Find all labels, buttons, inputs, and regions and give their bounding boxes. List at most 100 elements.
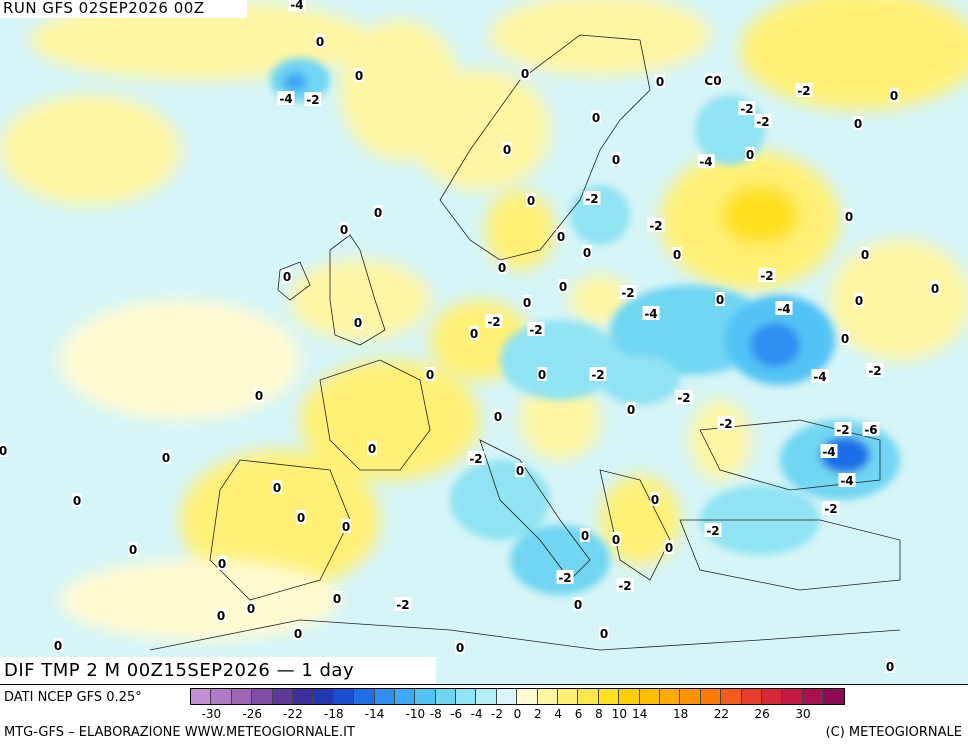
color-swatch (415, 689, 436, 704)
contour-label: 0 (128, 542, 138, 557)
color-swatch (374, 689, 395, 704)
contour-label-text: C0 (704, 74, 721, 88)
color-swatch (782, 689, 803, 704)
contour-label: -2 (704, 523, 722, 538)
contour-label: 0 (930, 281, 940, 296)
positive-anomaly-fields (0, 0, 968, 640)
run-title: RUN GFS 02SEP2026 00Z (0, 0, 247, 18)
contour-label: 0 (537, 367, 547, 382)
contour-label-text: -6 (864, 423, 877, 437)
contour-label-bg (853, 116, 863, 130)
contour-label: 0 (853, 116, 863, 131)
color-swatch (191, 689, 212, 704)
contour-label: 0 (573, 597, 583, 612)
scale-tick-label: 10 (611, 707, 628, 721)
contour-label-text: -4 (290, 0, 303, 12)
contour-label-bg (775, 301, 793, 315)
contour-label-text: 0 (600, 627, 608, 641)
contour-label-bg (315, 34, 325, 48)
contour-label-text: 0 (54, 639, 62, 653)
color-scale-bar (190, 688, 845, 705)
scale-tick-label: 22 (713, 707, 730, 721)
contour-label: 0 (216, 608, 226, 623)
contour-label: 0 (425, 367, 435, 382)
contour-label-bg (254, 388, 264, 402)
contour-label: 0 (315, 34, 325, 49)
contour-label: 0 (293, 626, 303, 641)
contour-label: 0 (246, 601, 256, 616)
contour-label-bg (497, 260, 507, 274)
contour-label-bg (522, 295, 532, 309)
contour-label: 0 (715, 292, 725, 307)
contour-label-text: 0 (673, 248, 681, 262)
contour-label-text: -4 (822, 445, 835, 459)
contour-label-text: 0 (297, 511, 305, 525)
contour-label-bg (296, 510, 306, 524)
contour-label-bg (611, 532, 621, 546)
contour-label-bg (580, 528, 590, 542)
contour-label-text: -2 (585, 192, 598, 206)
scale-tick-label: 2 (533, 707, 542, 721)
contour-label-text: 0 (273, 481, 281, 495)
contour-label-bg (822, 501, 840, 515)
contour-label: -2 (795, 83, 813, 98)
contour-label: -2 (717, 416, 735, 431)
contour-label: 0 (580, 528, 590, 543)
contour-label: 0 (558, 279, 568, 294)
contour-label: -2 (834, 422, 852, 437)
credits-right: (C) METEOGIORNALE (825, 725, 962, 740)
contour-label: 0 (854, 293, 864, 308)
contour-label-text: 0 (0, 444, 7, 458)
contour-label: 0 (353, 315, 363, 330)
contour-label-text: 0 (354, 316, 362, 330)
contour-label: 0 (672, 247, 682, 262)
contour-label-text: -4 (840, 474, 853, 488)
contour-label-text: 0 (592, 111, 600, 125)
contour-label-bg (664, 540, 674, 554)
contour-label-bg (558, 279, 568, 293)
contour-label-text: 0 (294, 627, 302, 641)
scale-tick-label: 6 (574, 707, 583, 721)
contour-label-bg (704, 73, 722, 87)
contour-label-bg (811, 369, 829, 383)
contour-label: 0 (745, 147, 755, 162)
contour-label-bg (537, 367, 547, 381)
contour-label-text: 0 (583, 246, 591, 260)
contour-label-text: 0 (627, 403, 635, 417)
contour-label: -4 (775, 301, 793, 316)
contour-label: 0 (626, 402, 636, 417)
contour-label-bg (527, 322, 545, 336)
color-swatch (517, 689, 538, 704)
contour-label-text: -2 (621, 286, 634, 300)
contour-label-text: 0 (426, 368, 434, 382)
color-swatch (354, 689, 375, 704)
contour-label-bg (930, 281, 940, 295)
color-swatch (578, 689, 599, 704)
contour-label-bg (583, 191, 601, 205)
contour-label: 0 (885, 659, 895, 674)
contour-label: 0 (367, 441, 377, 456)
contour-label-text: 0 (523, 296, 531, 310)
color-swatch (619, 689, 640, 704)
contour-label-bg (820, 444, 838, 458)
contour-label-text: 0 (470, 327, 478, 341)
contour-label-text: -2 (760, 269, 773, 283)
contour-label-bg (838, 473, 856, 487)
contour-label-text: 0 (217, 609, 225, 623)
contour-label-bg (889, 88, 899, 102)
color-swatch (537, 689, 559, 704)
contour-label: 0 (556, 229, 566, 244)
contour-label-text: 0 (283, 270, 291, 284)
contour-label-text: -2 (719, 417, 732, 431)
italy-coast (479, 439, 591, 581)
contour-label-text: -2 (529, 323, 542, 337)
contour-label-text: 0 (656, 75, 664, 89)
contour-label: -4 (642, 306, 660, 321)
contour-label: -4 (838, 473, 856, 488)
contour-label-text: 0 (333, 592, 341, 606)
contour-label-bg (339, 222, 349, 236)
contour-label-bg (582, 245, 592, 259)
contour-label-text: -2 (618, 579, 631, 593)
contour-label-bg (217, 556, 227, 570)
contour-label-bg (599, 626, 609, 640)
